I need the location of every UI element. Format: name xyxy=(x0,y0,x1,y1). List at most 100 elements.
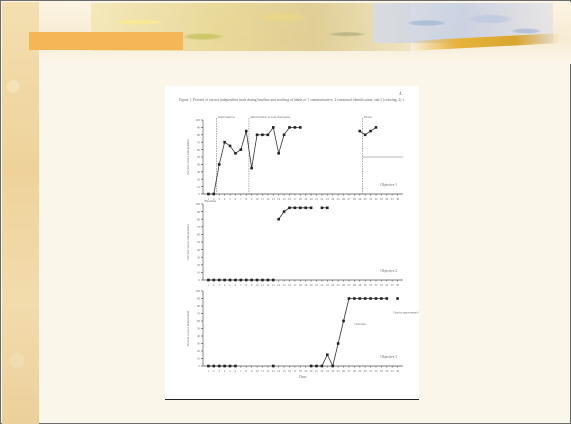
annotation-criterion: Criterion xyxy=(354,322,366,326)
x-tick-label: 13 xyxy=(272,283,276,287)
data-point xyxy=(320,206,324,210)
data-point xyxy=(212,192,216,196)
x-tick-label: 23 xyxy=(326,197,330,201)
data-point xyxy=(223,140,226,144)
x-tick-label: 31 xyxy=(369,283,373,287)
data-point xyxy=(396,297,399,300)
x-tick-label: 36 xyxy=(396,369,400,373)
data-point xyxy=(271,278,275,282)
x-tick-label: 9 xyxy=(251,197,253,201)
data-point xyxy=(309,206,313,210)
y-tick-label: 60 xyxy=(197,233,201,237)
data-point xyxy=(234,278,237,282)
data-point xyxy=(331,364,335,368)
data-point xyxy=(347,297,351,300)
x-tick-label: 10 xyxy=(256,197,260,201)
data-point xyxy=(244,129,248,133)
x-tick-label: 34 xyxy=(385,197,389,201)
data-point xyxy=(353,297,356,300)
x-tick-label: 31 xyxy=(369,369,373,373)
data-point xyxy=(271,126,275,129)
y-tick-label: 30 xyxy=(197,170,201,174)
data-point xyxy=(374,126,378,129)
data-point xyxy=(271,364,275,368)
x-tick-label: 27 xyxy=(347,283,351,287)
x-tick-label: 21 xyxy=(315,283,319,287)
x-tick-label: 11 xyxy=(261,283,264,287)
data-point xyxy=(358,129,362,133)
x-tick-label: 24 xyxy=(331,283,335,287)
x-tick-label: 30 xyxy=(364,283,368,287)
x-tick-label: 8 xyxy=(245,197,247,201)
data-point xyxy=(304,206,308,210)
x-tick-label: 22 xyxy=(320,283,324,287)
y-tick-label: 70 xyxy=(197,312,201,316)
x-tick-label: 22 xyxy=(320,369,324,373)
x-tick-label: 4 xyxy=(224,283,226,287)
x-tick-label: 34 xyxy=(385,369,389,373)
data-point xyxy=(223,364,226,368)
y-axis-label: Percent correct independent xyxy=(186,139,190,175)
panel-legend: Objective 3 xyxy=(380,355,397,359)
x-tick-label: 31 xyxy=(369,197,373,201)
x-tick-label: 30 xyxy=(364,369,368,373)
x-tick-label: 28 xyxy=(353,369,357,373)
data-point xyxy=(363,133,367,137)
x-tick-label: 3 xyxy=(218,369,220,373)
x-tick-label: 19 xyxy=(304,197,308,201)
data-point xyxy=(261,278,264,282)
x-tick-label: 1 xyxy=(208,283,210,287)
x-tick-label: 33 xyxy=(380,369,384,373)
data-point xyxy=(212,364,216,368)
y-tick-label: 10 xyxy=(197,185,201,189)
x-tick-label: 33 xyxy=(380,283,384,287)
x-tick-label: 10 xyxy=(256,369,260,373)
x-tick-label: 6 xyxy=(235,369,237,373)
y-axis-label: Percent correct independent xyxy=(186,311,190,347)
x-tick-label: 32 xyxy=(374,197,378,201)
x-tick-label: 36 xyxy=(396,283,400,287)
y-tick-label: 40 xyxy=(197,163,201,167)
x-tick-label: 33 xyxy=(380,197,384,201)
data-point xyxy=(336,342,340,345)
x-tick-label: 35 xyxy=(391,197,395,201)
x-tick-label: 20 xyxy=(310,369,314,373)
y-tick-label: 90 xyxy=(197,297,201,301)
x-tick-label: 25 xyxy=(337,197,341,201)
x-tick-label: 24 xyxy=(331,197,335,201)
data-point xyxy=(207,278,210,282)
phase-label: Intervention xyxy=(218,115,235,119)
x-tick-label: 22 xyxy=(320,197,324,201)
page-number: 4 xyxy=(399,92,402,97)
data-point xyxy=(369,297,372,300)
x-tick-label: 16 xyxy=(288,283,292,287)
data-point xyxy=(385,297,389,300)
x-tick-label: 7 xyxy=(240,197,242,201)
x-tick-label: 5 xyxy=(229,283,231,287)
data-point xyxy=(217,364,221,368)
y-tick-label: 0 xyxy=(199,192,201,196)
data-point xyxy=(326,206,329,210)
data-point xyxy=(228,144,232,148)
data-point xyxy=(277,152,280,155)
x-tick-label: 16 xyxy=(288,369,292,373)
y-tick-label: 80 xyxy=(197,133,201,137)
x-tick-label: 20 xyxy=(310,197,314,201)
data-point xyxy=(320,364,324,368)
x-tick-label: 35 xyxy=(391,369,395,373)
x-tick-label: 18 xyxy=(299,197,303,201)
data-point xyxy=(234,364,237,368)
x-tick-label: 26 xyxy=(342,197,346,201)
x-tick-label: 14 xyxy=(277,369,281,373)
data-point xyxy=(212,278,216,282)
y-tick-label: 50 xyxy=(197,155,201,159)
x-tick-label: 2 xyxy=(213,197,215,201)
data-point xyxy=(217,163,221,166)
x-tick-label: 10 xyxy=(256,283,260,287)
x-tick-label: 21 xyxy=(315,197,319,201)
data-point xyxy=(228,278,232,282)
data-point xyxy=(255,133,259,137)
data-path xyxy=(311,298,387,368)
y-tick-label: 90 xyxy=(197,126,201,130)
